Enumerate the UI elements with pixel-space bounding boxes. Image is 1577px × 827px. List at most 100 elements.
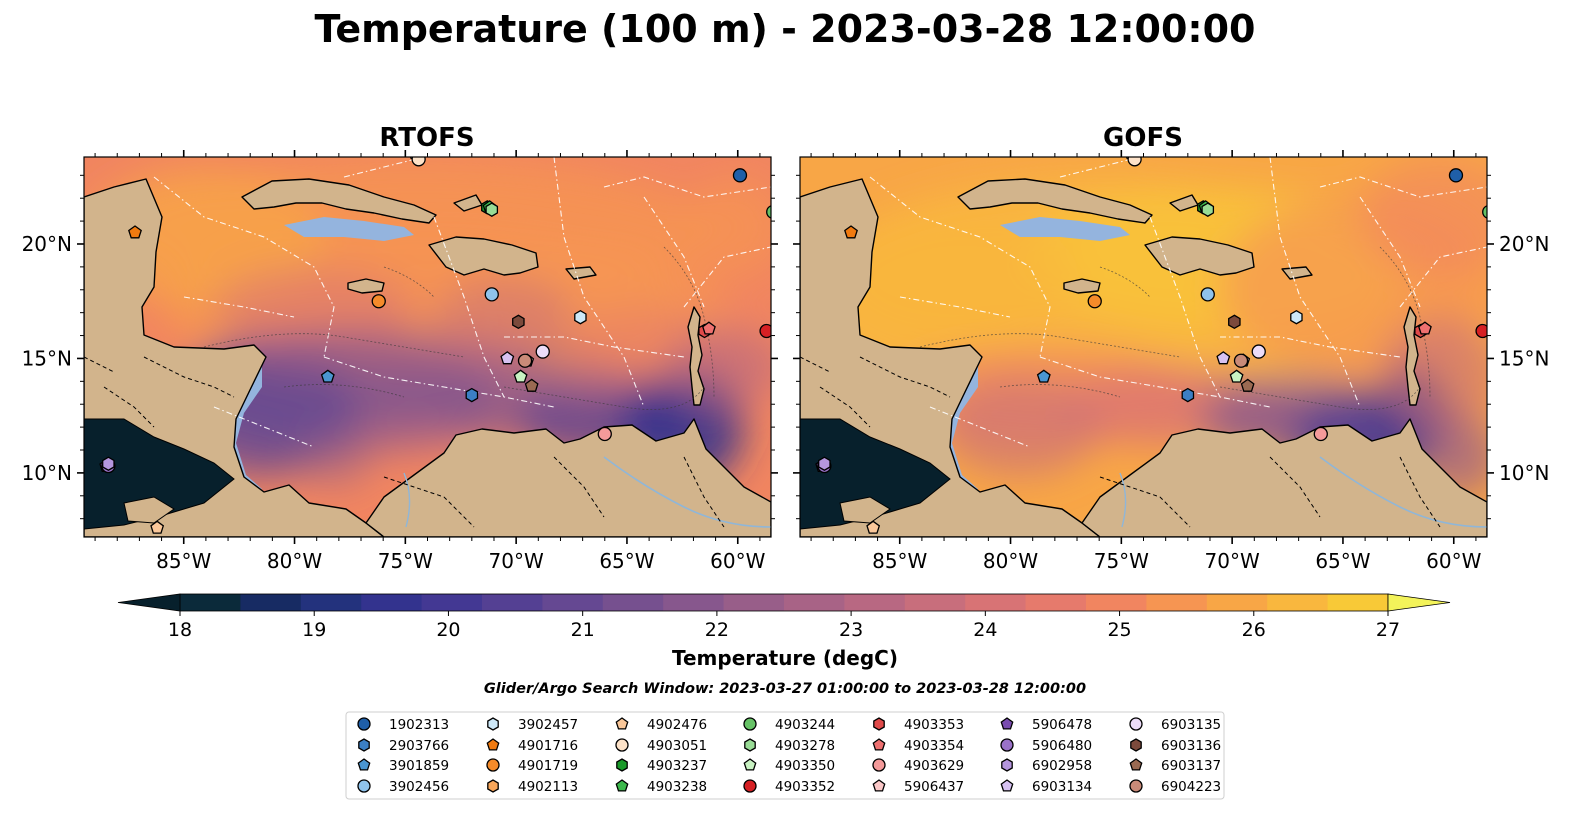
land: [428, 236, 539, 276]
legend-marker-4903354: [872, 738, 886, 751]
country-border: [383, 476, 475, 528]
legend-item-6902958: 6902958: [1001, 758, 1092, 774]
legend-item-4903051: 4903051: [615, 738, 707, 754]
legend-label: 4902476: [647, 717, 707, 733]
float-marker-6903135: [1251, 344, 1266, 359]
eez-boundary: [323, 356, 555, 408]
float-marker-4903350: [1229, 369, 1244, 383]
colorbar-tick-label: 20: [436, 619, 460, 641]
bathymetry-contour: [203, 333, 465, 358]
legend-item-6903135: 6903135: [1129, 717, 1221, 733]
lat-tick-label: 20°N: [1499, 232, 1549, 256]
eez-boundary: [1059, 157, 1141, 178]
colorbar-cell: [1025, 594, 1087, 611]
lat-tick-label: 15°N: [22, 346, 72, 370]
colorbar-cell: [1086, 594, 1147, 611]
river: [1119, 472, 1127, 528]
legend-marker-4903352: [743, 779, 757, 793]
colorbar: 18 19 20 21 22 23 24 25 26 27 Temperature (degC): [117, 593, 1451, 670]
lon-tick-label: 60°W: [710, 549, 765, 573]
float-marker-4903051: [411, 157, 426, 167]
float-marker-4903244: [1482, 205, 1487, 219]
country-border: [103, 386, 155, 428]
land: [839, 496, 891, 524]
legend-label: 4903352: [775, 779, 835, 795]
lat-tick-label: 20°N: [22, 232, 72, 256]
lat-axis-gofs: 20°N 15°N 10°N: [793, 174, 1549, 520]
float-marker-3901859: [1036, 369, 1051, 383]
colorbar-tick-label: 21: [571, 619, 595, 641]
colorbar-cell: [1206, 594, 1268, 611]
country-border: [1099, 476, 1191, 528]
legend-marker-4902476: [615, 717, 629, 730]
lon-tick-label: 65°W: [1315, 549, 1370, 573]
eez-boundary: [603, 176, 771, 198]
legend-label: 3901859: [389, 758, 449, 774]
legend-marker-6903136: [1130, 738, 1142, 752]
legend-label: 6903137: [1161, 758, 1221, 774]
bathymetry-contour: [1219, 386, 1421, 410]
legend-label: 5906478: [1032, 717, 1092, 733]
float-marker-4903051: [1127, 157, 1142, 167]
river: [1319, 456, 1487, 528]
lon-tick-label: 70°W: [1205, 549, 1260, 573]
legend-marker-2903766: [358, 738, 370, 752]
bathymetry-contour: [503, 386, 705, 410]
legend-label: 4903350: [775, 758, 835, 774]
legend-item-1902313: 1902313: [357, 717, 449, 733]
legend-item-5906437: 5906437: [872, 779, 964, 795]
eez-boundary: [1359, 196, 1421, 308]
river: [603, 456, 771, 528]
float-marker-4902476: [150, 520, 165, 534]
float-marker-4903278: [485, 202, 499, 217]
float-marker-4903352: [759, 323, 771, 339]
legend-frame: [345, 711, 1225, 800]
legend-item-5906480: 5906480: [1000, 738, 1092, 754]
legend-marker-4901716: [486, 738, 500, 751]
lat-tick-label: 10°N: [22, 461, 72, 485]
colorbar-cell: [300, 594, 362, 611]
legend-item-4903244: 4903244: [743, 717, 835, 733]
legend-label: 2903766: [389, 738, 449, 754]
lon-tick-label: 70°W: [489, 549, 544, 573]
legend-item-6903137: 6903137: [1129, 758, 1221, 774]
float-marker-6904223: [517, 353, 533, 368]
float-marker-6903136: [1228, 314, 1241, 330]
eez-boundary: [929, 406, 1031, 448]
legend-label: 4902113: [518, 779, 578, 795]
lon-axis-rtofs: 85°W 80°W 75°W 70°W 65°W 60°W: [94, 150, 766, 573]
legend-marker-4903353: [873, 717, 885, 731]
eez-boundary: [213, 406, 315, 448]
land: [687, 306, 705, 406]
float-marker-6902958: [818, 456, 831, 471]
float-marker-4901719: [371, 294, 386, 309]
float-marker-3902457: [1290, 309, 1303, 325]
legend-label: 4903238: [647, 779, 707, 795]
float-marker-6903135: [535, 344, 550, 359]
float-marker-3902456: [1200, 287, 1215, 302]
legend-marker-6902958: [1001, 758, 1013, 772]
lat-axis-rtofs: 20°N 15°N 10°N: [22, 174, 778, 520]
legend-marker-6903135: [1129, 717, 1143, 731]
land: [1081, 418, 1487, 537]
country-border: [84, 356, 115, 373]
legend-label: 4903237: [647, 758, 707, 774]
legend-item-4902476: 4902476: [615, 717, 707, 733]
legend-item-6903134: 6903134: [1000, 779, 1092, 795]
float-marker-4903352: [1475, 323, 1487, 339]
legend-label: 4903354: [904, 738, 964, 754]
country-border: [553, 456, 605, 518]
legend-marker-4903238: [615, 779, 629, 792]
legend-label: 4903051: [647, 738, 707, 754]
float-marker-2903766: [465, 387, 479, 403]
bathymetry-contour: [283, 384, 405, 398]
colorbar-tick-label: 23: [839, 619, 863, 641]
legend-label: 4903244: [775, 717, 835, 733]
map-rtofs: [84, 157, 771, 537]
eez-boundary: [1039, 356, 1271, 408]
pacific-water: [800, 418, 951, 530]
shelf-water: [1000, 217, 1130, 241]
legend-label: 6903135: [1161, 717, 1221, 733]
float-marker-4903244: [766, 205, 771, 219]
legend-marker-4903350: [743, 758, 757, 771]
